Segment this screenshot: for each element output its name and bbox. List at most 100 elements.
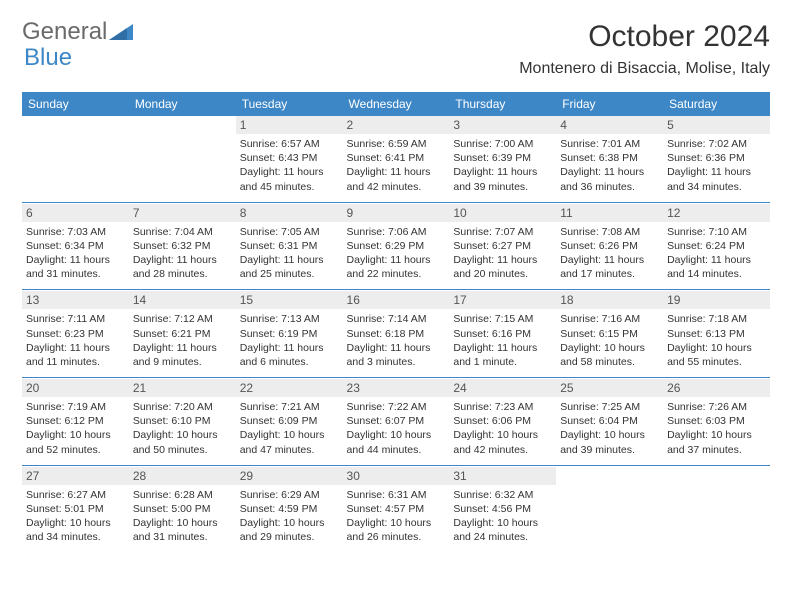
day-header: Thursday <box>449 92 556 116</box>
day-details: Sunrise: 7:20 AMSunset: 6:10 PMDaylight:… <box>133 400 232 457</box>
day-details: Sunrise: 7:07 AMSunset: 6:27 PMDaylight:… <box>453 225 552 282</box>
day-number: 12 <box>663 204 770 222</box>
brand-logo: General <box>22 20 137 47</box>
day-cell: 26 Sunrise: 7:26 AMSunset: 6:03 PMDayligh… <box>663 378 770 466</box>
day-number: 7 <box>129 204 236 222</box>
day-details: Sunrise: 7:21 AMSunset: 6:09 PMDaylight:… <box>240 400 339 457</box>
title-block: October 2024 Montenero di Bisaccia, Moli… <box>519 20 770 78</box>
week-row: 20Sunrise: 7:19 AMSunset: 6:12 PMDayligh… <box>22 378 770 466</box>
calendar-table: SundayMondayTuesdayWednesdayThursdayFrid… <box>22 92 770 552</box>
empty-cell <box>556 465 663 552</box>
day-details: Sunrise: 7:26 AMSunset: 6:03 PMDaylight:… <box>667 400 766 457</box>
day-number: 14 <box>129 291 236 309</box>
week-row: 13 Sunrise: 7:11 AMSunset: 6:23 PMDayligh… <box>22 290 770 378</box>
day-number: 28 <box>129 467 236 485</box>
week-row: 27Sunrise: 6:27 AMSunset: 5:01 PMDayligh… <box>22 465 770 552</box>
day-header: Wednesday <box>343 92 450 116</box>
day-cell: 17 Sunrise: 7:15 AMSunset: 6:16 PMDayligh… <box>449 290 556 378</box>
day-cell: 28 Sunrise: 6:28 AMSunset: 5:00 PMDayligh… <box>129 465 236 552</box>
day-number: 13 <box>22 291 129 309</box>
day-cell: 20Sunrise: 7:19 AMSunset: 6:12 PMDayligh… <box>22 378 129 466</box>
day-header: Friday <box>556 92 663 116</box>
day-number: 18 <box>556 291 663 309</box>
day-number: 31 <box>449 467 556 485</box>
day-details: Sunrise: 7:03 AMSunset: 6:34 PMDaylight:… <box>26 225 125 282</box>
day-cell: 24 Sunrise: 7:23 AMSunset: 6:06 PMDayligh… <box>449 378 556 466</box>
day-number: 3 <box>449 116 556 134</box>
day-cell: 30 Sunrise: 6:31 AMSunset: 4:57 PMDayligh… <box>343 465 450 552</box>
day-cell: 27Sunrise: 6:27 AMSunset: 5:01 PMDayligh… <box>22 465 129 552</box>
day-details: Sunrise: 6:59 AMSunset: 6:41 PMDaylight:… <box>347 137 446 194</box>
brand-triangle-icon <box>109 22 137 47</box>
day-cell: 2 Sunrise: 6:59 AMSunset: 6:41 PMDaylight… <box>343 116 450 202</box>
day-details: Sunrise: 7:18 AMSunset: 6:13 PMDaylight:… <box>667 312 766 369</box>
month-title: October 2024 <box>519 20 770 54</box>
day-number: 5 <box>663 116 770 134</box>
day-number: 17 <box>449 291 556 309</box>
day-details: Sunrise: 7:19 AMSunset: 6:12 PMDaylight:… <box>26 400 125 457</box>
day-details: Sunrise: 7:05 AMSunset: 6:31 PMDaylight:… <box>240 225 339 282</box>
calendar-page: General October 2024 Montenero di Bisacc… <box>0 0 792 562</box>
day-details: Sunrise: 7:10 AMSunset: 6:24 PMDaylight:… <box>667 225 766 282</box>
day-details: Sunrise: 7:01 AMSunset: 6:38 PMDaylight:… <box>560 137 659 194</box>
location: Montenero di Bisaccia, Molise, Italy <box>519 60 770 78</box>
day-number: 26 <box>663 379 770 397</box>
day-cell: 21 Sunrise: 7:20 AMSunset: 6:10 PMDayligh… <box>129 378 236 466</box>
day-cell: 15 Sunrise: 7:13 AMSunset: 6:19 PMDayligh… <box>236 290 343 378</box>
day-number: 25 <box>556 379 663 397</box>
day-details: Sunrise: 7:23 AMSunset: 6:06 PMDaylight:… <box>453 400 552 457</box>
day-details: Sunrise: 6:32 AMSunset: 4:56 PMDaylight:… <box>453 488 552 545</box>
day-number: 24 <box>449 379 556 397</box>
day-number: 21 <box>129 379 236 397</box>
empty-cell <box>22 116 129 202</box>
day-cell: 14Sunrise: 7:12 AMSunset: 6:21 PMDayligh… <box>129 290 236 378</box>
day-number: 4 <box>556 116 663 134</box>
day-details: Sunrise: 7:15 AMSunset: 6:16 PMDaylight:… <box>453 312 552 369</box>
day-cell: 22 Sunrise: 7:21 AMSunset: 6:09 PMDayligh… <box>236 378 343 466</box>
day-details: Sunrise: 6:31 AMSunset: 4:57 PMDaylight:… <box>347 488 446 545</box>
day-details: Sunrise: 7:25 AMSunset: 6:04 PMDaylight:… <box>560 400 659 457</box>
week-row: 6 Sunrise: 7:03 AMSunset: 6:34 PMDaylight… <box>22 202 770 290</box>
day-header: Monday <box>129 92 236 116</box>
day-details: Sunrise: 7:00 AMSunset: 6:39 PMDaylight:… <box>453 137 552 194</box>
day-details: Sunrise: 7:22 AMSunset: 6:07 PMDaylight:… <box>347 400 446 457</box>
day-header: Saturday <box>663 92 770 116</box>
day-details: Sunrise: 6:28 AMSunset: 5:00 PMDaylight:… <box>133 488 232 545</box>
day-details: Sunrise: 7:02 AMSunset: 6:36 PMDaylight:… <box>667 137 766 194</box>
day-cell: 13 Sunrise: 7:11 AMSunset: 6:23 PMDayligh… <box>22 290 129 378</box>
brand-part1: General <box>22 20 107 44</box>
day-details: Sunrise: 7:13 AMSunset: 6:19 PMDaylight:… <box>240 312 339 369</box>
day-cell: 1Sunrise: 6:57 AMSunset: 6:43 PMDaylight… <box>236 116 343 202</box>
day-details: Sunrise: 7:11 AMSunset: 6:23 PMDaylight:… <box>26 312 125 369</box>
day-details: Sunrise: 7:14 AMSunset: 6:18 PMDaylight:… <box>347 312 446 369</box>
day-number: 19 <box>663 291 770 309</box>
day-cell: 29 Sunrise: 6:29 AMSunset: 4:59 PMDayligh… <box>236 465 343 552</box>
day-details: Sunrise: 6:29 AMSunset: 4:59 PMDaylight:… <box>240 488 339 545</box>
day-cell: 18Sunrise: 7:16 AMSunset: 6:15 PMDayligh… <box>556 290 663 378</box>
day-cell: 31 Sunrise: 6:32 AMSunset: 4:56 PMDayligh… <box>449 465 556 552</box>
day-number: 29 <box>236 467 343 485</box>
day-details: Sunrise: 6:27 AMSunset: 5:01 PMDaylight:… <box>26 488 125 545</box>
day-number: 1 <box>236 116 343 134</box>
day-header: Tuesday <box>236 92 343 116</box>
day-number: 30 <box>343 467 450 485</box>
week-row: 1Sunrise: 6:57 AMSunset: 6:43 PMDaylight… <box>22 116 770 202</box>
calendar-header-row: SundayMondayTuesdayWednesdayThursdayFrid… <box>22 92 770 116</box>
day-header: Sunday <box>22 92 129 116</box>
day-cell: 9Sunrise: 7:06 AMSunset: 6:29 PMDaylight… <box>343 202 450 290</box>
day-number: 15 <box>236 291 343 309</box>
empty-cell <box>663 465 770 552</box>
day-number: 22 <box>236 379 343 397</box>
day-number: 8 <box>236 204 343 222</box>
day-cell: 4 Sunrise: 7:01 AMSunset: 6:38 PMDaylight… <box>556 116 663 202</box>
day-number: 9 <box>343 204 450 222</box>
day-details: Sunrise: 7:04 AMSunset: 6:32 PMDaylight:… <box>133 225 232 282</box>
day-cell: 11Sunrise: 7:08 AMSunset: 6:26 PMDayligh… <box>556 202 663 290</box>
empty-cell <box>129 116 236 202</box>
day-cell: 23Sunrise: 7:22 AMSunset: 6:07 PMDayligh… <box>343 378 450 466</box>
day-number: 6 <box>22 204 129 222</box>
day-cell: 8 Sunrise: 7:05 AMSunset: 6:31 PMDaylight… <box>236 202 343 290</box>
day-cell: 12 Sunrise: 7:10 AMSunset: 6:24 PMDayligh… <box>663 202 770 290</box>
day-number: 2 <box>343 116 450 134</box>
day-number: 16 <box>343 291 450 309</box>
